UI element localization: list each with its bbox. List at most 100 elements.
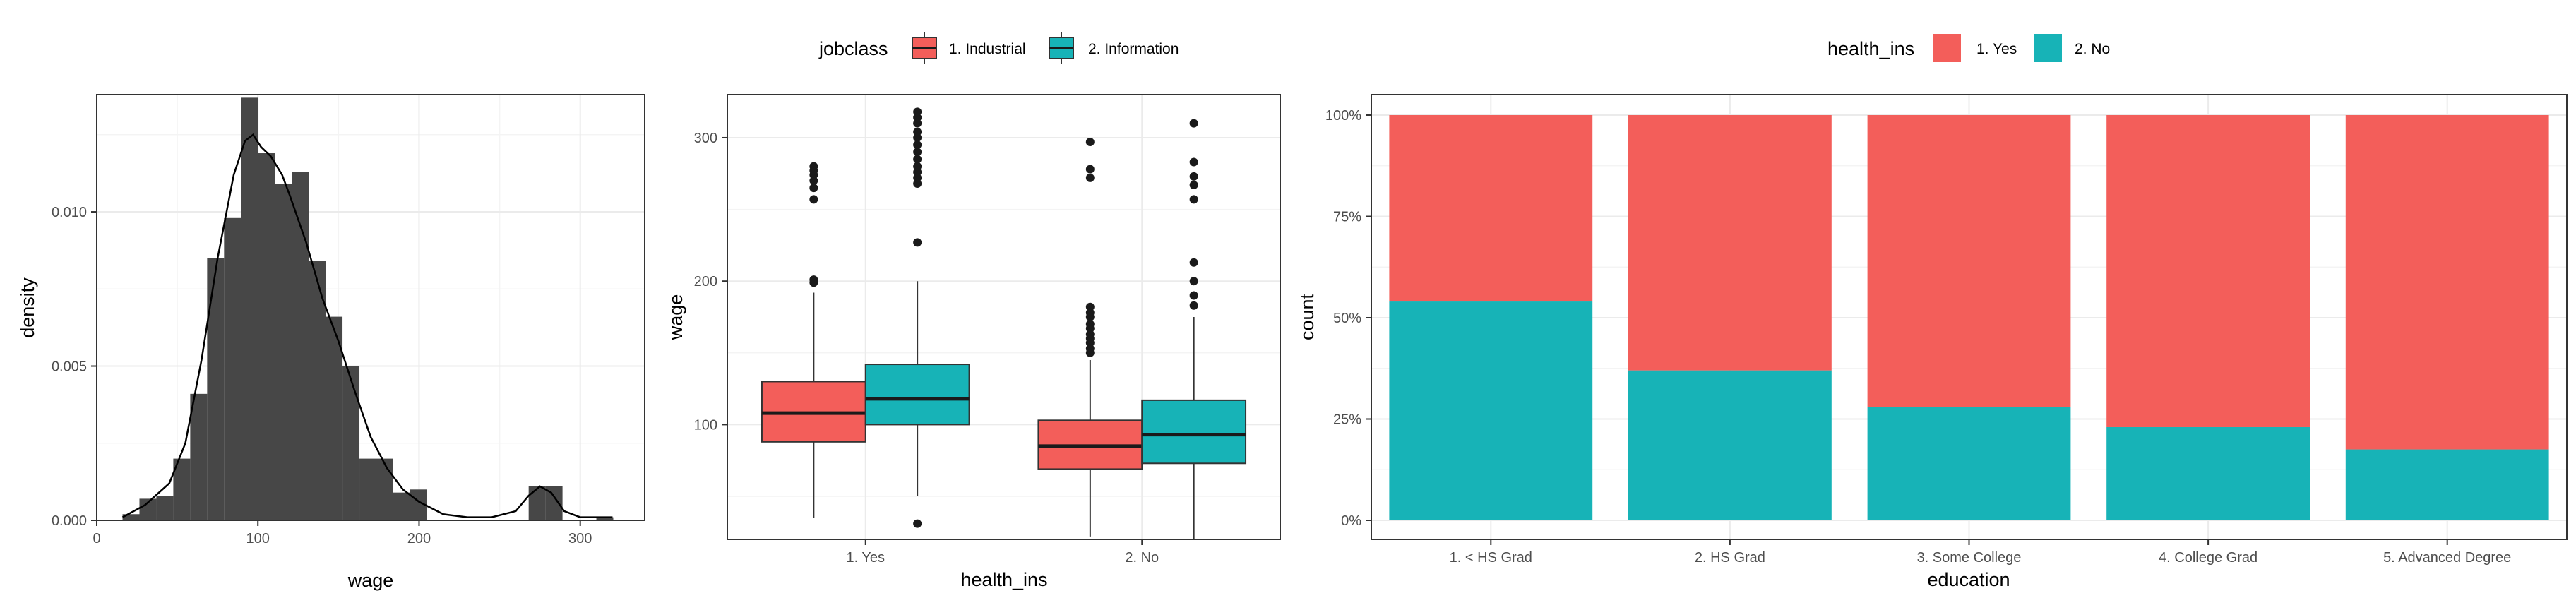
outlier-point <box>1085 173 1095 182</box>
histogram-bar <box>207 258 225 520</box>
x-tick-label: 1. < HS Grad <box>1450 550 1532 566</box>
bar-segment-yes <box>1628 115 1832 371</box>
box-information <box>1141 119 1247 539</box>
outlier-point <box>1189 119 1198 128</box>
histogram-bar <box>359 458 376 520</box>
outlier-point <box>809 195 818 204</box>
legend-label-industrial: 1. Industrial <box>949 41 1026 57</box>
outlier-point <box>1189 258 1198 267</box>
y-tick-label: 0.000 <box>52 513 87 529</box>
boxplot-gridlines <box>727 95 1280 539</box>
outlier-point <box>913 127 922 136</box>
legend-key-information <box>1049 32 1074 64</box>
x-tick-label: 3. Some College <box>1917 550 2022 566</box>
outlier-point <box>913 148 922 157</box>
legend-key-no <box>2034 34 2062 62</box>
histogram-x-ticks: 0 100 200 300 <box>93 520 592 546</box>
outlier-point <box>913 155 922 164</box>
box-information <box>864 107 970 528</box>
bar-segment-yes <box>2345 115 2549 450</box>
histogram-y-axis-title: density <box>17 277 38 338</box>
legend-key-industrial <box>912 32 937 64</box>
y-tick-label: 0% <box>1341 513 1361 529</box>
x-tick-label: 100 <box>246 531 270 546</box>
health-ins-legend-title: health_ins <box>1827 38 1914 59</box>
stacked-bar-y-ticks: 0% 25% 50% 75% 100% <box>1325 108 1371 529</box>
stacked-bar-x-ticks: 1. < HS Grad 2. HS Grad 3. Some College 4. … <box>1450 539 2511 566</box>
y-tick-label: 0.005 <box>52 359 87 375</box>
outlier-point <box>1085 138 1095 147</box>
x-tick-label: 1. Yes <box>846 550 885 566</box>
legend-label-information: 2. Information <box>1088 41 1179 57</box>
y-tick-label: 100 <box>694 417 717 433</box>
legend-label-yes: 1. Yes <box>1976 41 2017 57</box>
stacked-bars <box>1389 115 2549 520</box>
bar-segment-no <box>1389 301 1593 520</box>
outlier-point <box>1189 157 1198 167</box>
bar-segment-no <box>2345 449 2549 520</box>
health-ins-legend: health_ins 1. Yes 2. No <box>1827 34 2110 62</box>
x-tick-label: 2. HS Grad <box>1695 550 1765 566</box>
outlier-point <box>1189 181 1198 190</box>
histogram-bar <box>545 486 563 520</box>
box-industrial <box>761 162 866 518</box>
bar-segment-no <box>1628 370 1832 520</box>
bar-segment-yes <box>2106 115 2310 427</box>
box-iqr <box>864 364 970 426</box>
jobclass-legend-title: jobclass <box>818 38 888 59</box>
boxplot-y-ticks: 100 200 300 <box>694 131 727 433</box>
outlier-point <box>1085 320 1095 329</box>
stacked-bar-panel: 1. < HS Grad 2. HS Grad 3. Some College 4. … <box>1296 34 2568 590</box>
histogram-bar <box>596 517 614 520</box>
outlier-point <box>1189 301 1198 310</box>
boxplot-y-axis-title: wage <box>665 294 686 341</box>
histogram-bar <box>139 498 157 520</box>
histogram-bar <box>241 97 258 520</box>
outlier-point <box>1189 277 1198 286</box>
histogram-plot-area <box>97 95 645 520</box>
y-tick-label: 50% <box>1333 311 1361 326</box>
stacked-bar-y-axis-title: count <box>1296 293 1318 340</box>
outlier-point <box>913 140 922 150</box>
bar-segment-yes <box>1389 115 1593 302</box>
outlier-point <box>913 238 922 247</box>
box-industrial <box>1037 138 1143 537</box>
outlier-point <box>913 519 922 528</box>
x-tick-label: 200 <box>407 531 431 546</box>
boxplot-x-axis-title: health_ins <box>960 569 1047 590</box>
y-tick-label: 75% <box>1333 210 1361 225</box>
outlier-point <box>1189 291 1198 300</box>
x-tick-label: 0 <box>93 531 100 546</box>
outlier-point <box>1189 195 1198 204</box>
histogram-bar <box>275 184 292 520</box>
histogram-panel-border <box>96 94 645 521</box>
outlier-point <box>1085 302 1095 311</box>
outlier-point <box>913 162 922 171</box>
boxplot-plot-area <box>727 95 1280 539</box>
histogram-bar <box>326 316 343 520</box>
stacked-bar-x-axis-title: education <box>1927 569 2010 590</box>
x-tick-label: 4. College Grad <box>2159 550 2258 566</box>
boxplot-panel-border <box>727 94 1281 540</box>
legend-label-no: 2. No <box>2075 41 2110 57</box>
histogram-bar <box>156 496 174 520</box>
boxplot-x-ticks: 1. Yes 2. No <box>846 539 1159 566</box>
outlier-point <box>809 162 818 171</box>
x-tick-label: 2. No <box>1125 550 1159 566</box>
histogram-bar <box>173 458 191 520</box>
histogram-bar <box>258 153 275 521</box>
histogram-y-ticks: 0.000 0.005 0.010 <box>52 205 97 529</box>
histogram-x-axis-title: wage <box>347 570 394 591</box>
outlier-point <box>809 275 818 285</box>
outlier-point <box>913 107 922 116</box>
histogram-bar <box>342 366 360 520</box>
x-tick-label: 300 <box>568 531 592 546</box>
histogram-bar <box>122 514 140 520</box>
histogram-bar <box>393 492 410 520</box>
y-tick-label: 200 <box>694 274 717 289</box>
box-iqr <box>1141 399 1247 465</box>
histogram-bar <box>309 261 326 520</box>
y-tick-label: 100% <box>1325 108 1361 124</box>
outlier-point <box>1085 165 1095 174</box>
